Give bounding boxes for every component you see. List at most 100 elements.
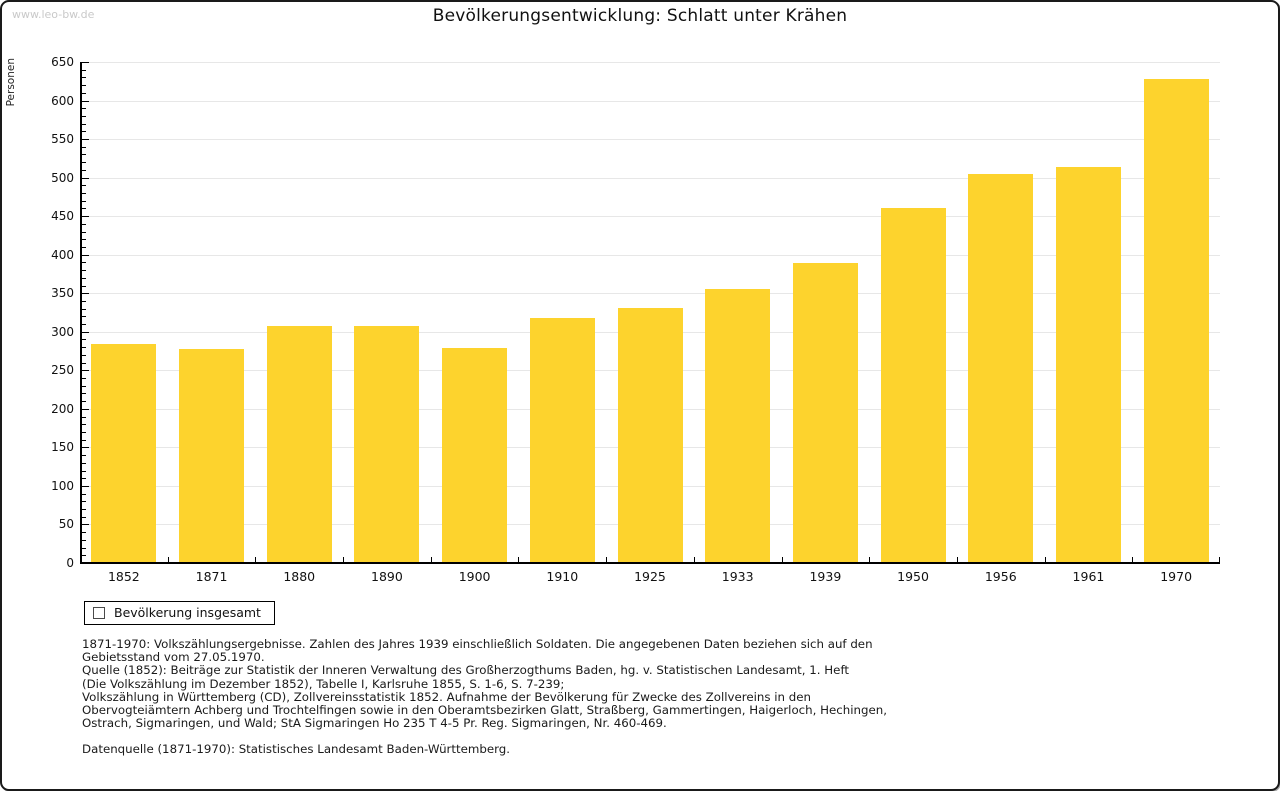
bar [266, 326, 332, 562]
bar [442, 347, 508, 562]
y-minor-tick [82, 509, 86, 511]
datasource-note: Datenquelle (1871-1970): Statistisches L… [82, 742, 511, 756]
y-tick-label: 0 [66, 556, 74, 570]
x-tick-label: 1961 [1072, 569, 1105, 584]
y-minor-tick [82, 239, 86, 241]
y-axis-label: Personen [5, 58, 17, 107]
y-major-tick [82, 485, 89, 487]
gridline [82, 254, 1220, 256]
y-minor-tick [82, 193, 86, 195]
y-minor-tick [82, 270, 86, 272]
y-tick-label: 150 [51, 440, 74, 455]
x-category-tick [606, 557, 608, 562]
y-minor-tick [82, 478, 86, 480]
y-major-tick [82, 62, 89, 63]
y-minor-tick [82, 555, 86, 557]
y-minor-tick [82, 231, 86, 233]
y-tick-label: 550 [51, 132, 74, 147]
bar [354, 326, 420, 562]
y-minor-tick [82, 92, 86, 94]
y-major-tick [82, 216, 89, 218]
y-minor-tick [82, 69, 86, 71]
chart-title: Bevölkerungsentwicklung: Schlatt unter K… [432, 6, 848, 26]
legend-box: Bevölkerung insgesamt [84, 601, 275, 625]
y-minor-tick [82, 223, 86, 225]
y-minor-tick [82, 169, 86, 171]
x-category-tick [255, 557, 257, 562]
footnote-line: (Die Volkszählung im Dezember 1852), Tab… [82, 676, 565, 691]
x-category-tick [956, 557, 958, 562]
y-minor-tick [82, 362, 86, 364]
y-minor-tick [82, 277, 86, 279]
y-minor-tick [82, 308, 86, 310]
x-tick-label: 1950 [897, 569, 929, 584]
y-tick-label: 650 [51, 55, 74, 69]
y-minor-tick [82, 316, 86, 318]
x-category-tick [343, 557, 345, 562]
bar [179, 349, 245, 562]
y-minor-tick [82, 424, 86, 426]
footnote-line: Ostrach, Sigmaringen, und Wald; StA Sigm… [82, 716, 667, 731]
x-category-tick [430, 557, 432, 562]
y-major-tick [82, 408, 89, 410]
x-category-tick [781, 557, 783, 562]
x-category-tick [518, 557, 520, 562]
gridline [82, 100, 1220, 102]
x-category-tick [1044, 557, 1046, 562]
y-major-tick [82, 139, 89, 141]
y-minor-tick [82, 393, 86, 395]
y-minor-tick [82, 539, 86, 541]
x-category-tick [1219, 557, 1220, 562]
bar [1143, 78, 1209, 562]
y-minor-tick [82, 547, 86, 549]
y-tick-label: 350 [51, 286, 74, 301]
y-axis-line [80, 62, 82, 563]
y-tick-label: 50 [58, 517, 74, 532]
y-minor-tick [82, 532, 86, 534]
site-watermark: www.leo-bw.de [12, 8, 95, 21]
y-minor-tick [82, 154, 86, 156]
y-minor-tick [82, 123, 86, 125]
legend-swatch-icon [93, 606, 105, 619]
y-minor-tick [82, 431, 86, 433]
x-category-tick [869, 557, 871, 562]
footnote-line: 1871-1970: Volkszählungsergebnisse. Zahl… [82, 637, 873, 651]
y-minor-tick [82, 162, 86, 164]
y-minor-tick [82, 462, 86, 464]
x-tick-label: 1910 [546, 569, 579, 584]
y-major-tick [82, 447, 89, 449]
y-tick-label: 500 [51, 170, 74, 185]
gridline [82, 139, 1220, 141]
y-major-tick [82, 370, 89, 372]
y-minor-tick [82, 300, 86, 302]
y-major-tick [82, 254, 89, 256]
x-category-tick [1132, 557, 1134, 562]
x-category-tick [693, 557, 695, 562]
y-major-tick [82, 293, 89, 295]
x-tick-label: 1956 [984, 569, 1017, 584]
y-minor-tick [82, 131, 86, 133]
x-category-tick [80, 557, 81, 562]
y-minor-tick [82, 470, 86, 472]
y-minor-tick [82, 200, 86, 202]
y-tick-label: 600 [51, 93, 74, 108]
bar [617, 307, 683, 562]
y-tick-label: 250 [51, 363, 74, 378]
y-minor-tick [82, 246, 86, 248]
y-tick-label: 200 [51, 401, 74, 416]
footnote-line: Volkszählung in Württemberg (CD), Zollve… [82, 689, 811, 704]
y-major-tick [82, 562, 89, 563]
y-minor-tick [82, 262, 86, 264]
y-major-tick [82, 100, 89, 102]
y-minor-tick [82, 85, 86, 87]
bar [1055, 167, 1121, 562]
gridline [82, 62, 1220, 63]
x-tick-label: 1970 [1160, 569, 1193, 584]
y-minor-tick [82, 285, 86, 287]
y-minor-tick [82, 401, 86, 403]
x-tick-label: 1933 [721, 569, 754, 584]
y-major-tick [82, 177, 89, 179]
bar [91, 343, 157, 562]
y-minor-tick [82, 501, 86, 503]
